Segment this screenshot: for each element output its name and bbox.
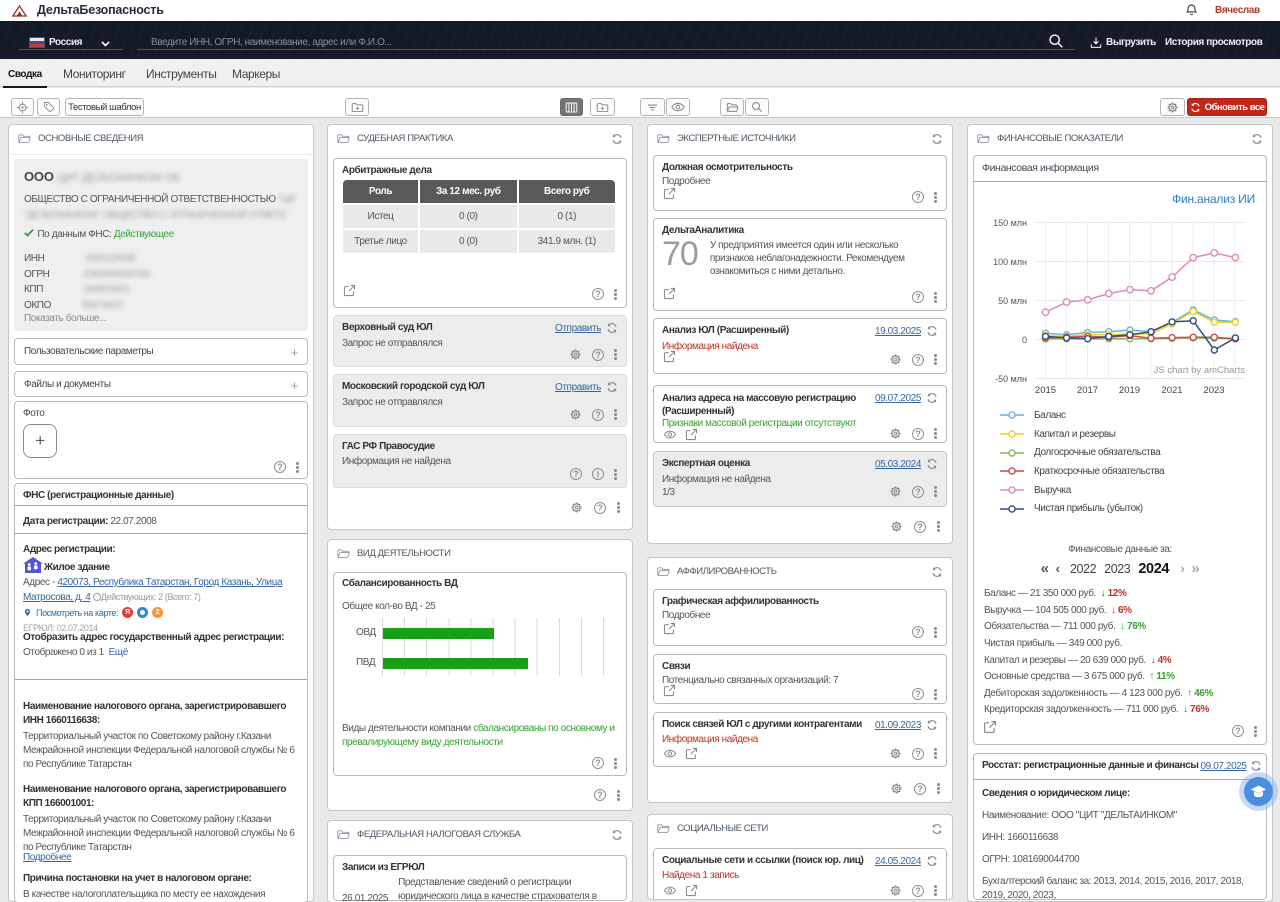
svg-text:2017: 2017: [1077, 385, 1098, 396]
svg-text:150 млн: 150 млн: [993, 218, 1027, 228]
svg-text:2015: 2015: [1035, 385, 1056, 396]
svg-text:50 млн: 50 млн: [998, 296, 1027, 306]
svg-text:-50 млн: -50 млн: [995, 374, 1027, 384]
svg-text:0: 0: [1022, 335, 1027, 345]
svg-text:2021: 2021: [1161, 385, 1182, 396]
svg-text:100 млн: 100 млн: [993, 257, 1027, 267]
svg-text:2019: 2019: [1119, 385, 1140, 396]
svg-text:2023: 2023: [1203, 385, 1224, 396]
svg-text:JS chart by amCharts: JS chart by amCharts: [1154, 365, 1246, 376]
